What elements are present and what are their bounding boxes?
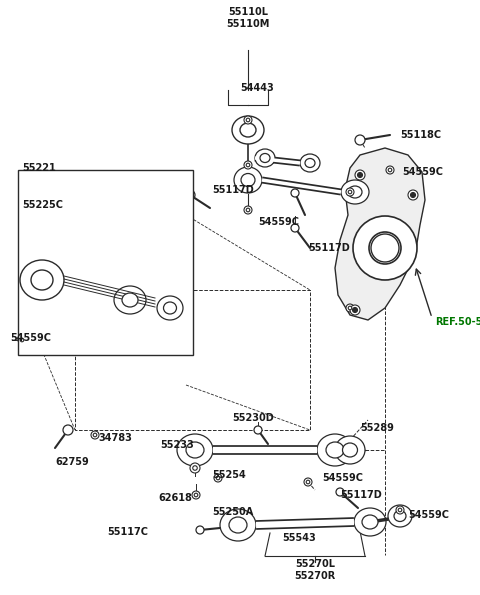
Ellipse shape xyxy=(362,515,378,529)
Text: 54559C: 54559C xyxy=(408,510,449,520)
Text: 55225C: 55225C xyxy=(22,200,63,210)
Circle shape xyxy=(348,190,352,194)
Circle shape xyxy=(398,508,402,512)
Circle shape xyxy=(346,188,354,196)
Text: 62759: 62759 xyxy=(55,457,89,467)
Ellipse shape xyxy=(354,508,386,536)
Text: 55221: 55221 xyxy=(22,163,56,173)
Circle shape xyxy=(196,526,204,534)
Ellipse shape xyxy=(353,216,417,280)
Text: 55543: 55543 xyxy=(282,533,316,543)
Ellipse shape xyxy=(341,180,369,204)
Circle shape xyxy=(388,168,392,172)
Text: 34783: 34783 xyxy=(98,433,132,443)
Ellipse shape xyxy=(240,123,256,137)
Text: 55118C: 55118C xyxy=(400,130,441,140)
Ellipse shape xyxy=(241,174,255,186)
Text: 55250A: 55250A xyxy=(212,507,253,517)
Circle shape xyxy=(246,118,250,122)
Circle shape xyxy=(193,466,197,470)
Ellipse shape xyxy=(186,442,204,458)
Ellipse shape xyxy=(20,260,64,300)
Circle shape xyxy=(246,208,250,212)
Circle shape xyxy=(291,189,299,197)
Text: 54559C: 54559C xyxy=(258,217,299,227)
Text: 54559C: 54559C xyxy=(322,473,363,483)
Text: 55110L
55110M: 55110L 55110M xyxy=(226,7,270,29)
Ellipse shape xyxy=(260,154,270,162)
Circle shape xyxy=(355,170,365,180)
Text: 55233: 55233 xyxy=(160,440,194,450)
Circle shape xyxy=(20,338,24,342)
Ellipse shape xyxy=(122,293,138,307)
Text: 55117D: 55117D xyxy=(308,243,350,253)
Circle shape xyxy=(350,305,360,315)
Text: 55117D: 55117D xyxy=(212,185,254,195)
Text: 62618: 62618 xyxy=(158,493,192,503)
Ellipse shape xyxy=(255,149,275,167)
Circle shape xyxy=(244,206,252,214)
Circle shape xyxy=(386,166,394,174)
Circle shape xyxy=(244,116,252,124)
Circle shape xyxy=(185,190,195,200)
Text: REF.50-527: REF.50-527 xyxy=(435,317,480,327)
Circle shape xyxy=(246,163,250,167)
Ellipse shape xyxy=(31,270,53,290)
Circle shape xyxy=(336,488,344,496)
Ellipse shape xyxy=(234,167,262,193)
Text: 54559C: 54559C xyxy=(10,333,51,343)
Circle shape xyxy=(355,135,365,145)
Circle shape xyxy=(192,491,200,499)
Ellipse shape xyxy=(348,186,362,198)
Circle shape xyxy=(408,190,418,200)
Circle shape xyxy=(346,304,354,312)
Circle shape xyxy=(291,224,299,232)
Circle shape xyxy=(91,431,99,439)
Ellipse shape xyxy=(394,511,406,521)
Circle shape xyxy=(63,425,73,435)
Ellipse shape xyxy=(157,296,183,320)
Text: 55230D: 55230D xyxy=(232,413,274,423)
Circle shape xyxy=(216,476,220,480)
Ellipse shape xyxy=(229,517,247,533)
Circle shape xyxy=(306,480,310,484)
Ellipse shape xyxy=(220,509,256,541)
Ellipse shape xyxy=(300,154,320,172)
Circle shape xyxy=(410,193,416,198)
Circle shape xyxy=(194,493,198,497)
Circle shape xyxy=(371,234,399,262)
Circle shape xyxy=(93,433,97,437)
Circle shape xyxy=(304,478,312,486)
Circle shape xyxy=(396,506,404,514)
Ellipse shape xyxy=(232,116,264,144)
Ellipse shape xyxy=(164,302,177,314)
Ellipse shape xyxy=(388,505,412,527)
Text: 54559C: 54559C xyxy=(402,167,443,177)
Ellipse shape xyxy=(114,286,146,314)
Text: 55289: 55289 xyxy=(360,423,394,433)
Circle shape xyxy=(244,161,252,169)
Ellipse shape xyxy=(326,442,344,458)
Circle shape xyxy=(348,306,352,310)
FancyBboxPatch shape xyxy=(18,170,193,355)
Ellipse shape xyxy=(177,434,213,466)
Polygon shape xyxy=(335,148,425,320)
Ellipse shape xyxy=(335,436,365,464)
Text: 54443: 54443 xyxy=(240,83,274,93)
Circle shape xyxy=(358,173,362,177)
Ellipse shape xyxy=(305,158,315,168)
Circle shape xyxy=(18,336,26,344)
Text: 55270L
55270R: 55270L 55270R xyxy=(294,559,336,581)
Text: 55254: 55254 xyxy=(212,470,246,480)
Text: 55117C: 55117C xyxy=(107,527,148,537)
Ellipse shape xyxy=(317,434,353,466)
Circle shape xyxy=(214,474,222,482)
Circle shape xyxy=(190,463,200,473)
Ellipse shape xyxy=(369,232,401,264)
Circle shape xyxy=(254,426,262,434)
Circle shape xyxy=(352,308,358,312)
Text: 55117D: 55117D xyxy=(340,490,382,500)
Ellipse shape xyxy=(343,443,358,457)
